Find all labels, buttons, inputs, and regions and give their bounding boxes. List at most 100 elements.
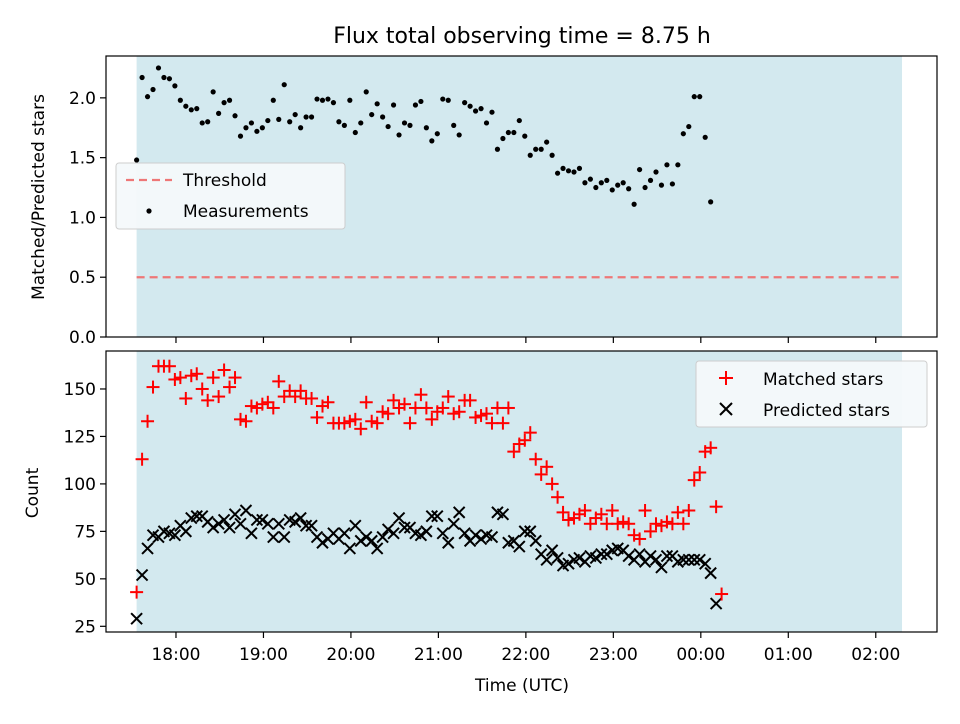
predicted-star-marker: [633, 547, 646, 561]
measurement-point: [194, 106, 200, 112]
count-y-tick-label: 25: [74, 617, 96, 637]
matched-star-marker: [184, 369, 198, 383]
measurement-point: [401, 120, 408, 126]
ratio-legend: Threshold Measurements: [115, 162, 346, 230]
measurement-point: [478, 106, 484, 112]
predicted-star-marker: [660, 549, 674, 563]
predicted-star-marker: [452, 506, 466, 519]
count-x-ticks: 18:00 19:00 20:00 21:00 22:00 23:00 00:00 01:00…: [151, 632, 900, 665]
matched-star-marker: [562, 513, 576, 527]
matched-star-marker: [507, 445, 521, 459]
matched-star-marker: [638, 503, 652, 517]
matched-star-marker: [556, 505, 570, 519]
measurement-point: [494, 146, 501, 152]
measurement-point: [254, 128, 260, 134]
predicted-star-marker: [425, 509, 439, 523]
matched-star-marker: [441, 390, 455, 404]
matched-star-marker: [294, 384, 308, 398]
predicted-star-marker: [442, 536, 455, 549]
matched-star-marker: [244, 399, 258, 413]
measurement-point: [434, 131, 440, 137]
measurement-point: [248, 120, 255, 126]
predicted-star-marker: [217, 513, 231, 527]
measurement-point: [314, 96, 320, 102]
matched-star-marker: [715, 587, 729, 601]
measurement-point: [276, 116, 282, 122]
matched-star-marker: [376, 405, 390, 419]
measurement-points: [134, 65, 714, 207]
measurement-point: [363, 89, 369, 95]
legend-predicted-swatch: [719, 402, 733, 416]
matched-star-marker: [387, 393, 401, 407]
matched-star-marker: [616, 515, 630, 529]
measurement-point: [647, 177, 654, 183]
measurement-point: [587, 176, 593, 182]
matched-star-marker: [266, 401, 280, 415]
predicted-star-marker: [228, 508, 242, 521]
ratio-y-tick-label: 1.5: [69, 149, 96, 169]
count-x-tick-label: 21:00: [414, 645, 463, 665]
ratio-y-tick-label: 1.0: [69, 208, 96, 228]
predicted-star-marker: [338, 527, 351, 540]
measurement-point: [407, 122, 413, 128]
measurement-point: [199, 120, 205, 126]
matched-star-marker: [370, 416, 384, 430]
measurement-point: [380, 114, 386, 120]
matched-star-marker: [261, 395, 275, 409]
measurement-point: [440, 96, 446, 102]
matched-star-marker: [321, 395, 335, 409]
measurement-point: [456, 132, 462, 138]
matched-star-marker: [195, 382, 209, 396]
matched-star-marker: [693, 466, 707, 480]
matched-star-marker: [425, 412, 439, 426]
matched-star-marker: [135, 452, 149, 466]
measurement-point: [653, 169, 659, 175]
measurement-point: [221, 100, 227, 106]
matched-star-marker: [233, 412, 247, 426]
measurement-point: [374, 101, 380, 107]
predicted-star-marker: [649, 553, 663, 567]
matched-star-marker: [201, 393, 215, 407]
predicted-star-marker: [239, 504, 253, 517]
count-x-tick-label: 23:00: [589, 645, 638, 665]
predicted-star-marker: [589, 551, 603, 565]
matched-star-marker: [168, 372, 182, 386]
matched-star-marker: [272, 374, 286, 388]
measurement-point: [336, 119, 342, 125]
measurement-point: [418, 98, 424, 105]
measurement-point: [281, 82, 287, 88]
predicted-star-marker: [299, 519, 313, 532]
measurement-point: [702, 134, 708, 140]
predicted-star-marker: [644, 549, 657, 563]
measurement-point: [369, 111, 375, 118]
legend-matched-label: Matched stars: [763, 370, 883, 390]
legend-measurement-label: Measurements: [183, 202, 309, 222]
matched-star-marker: [288, 390, 302, 404]
predicted-star-marker: [469, 528, 482, 542]
measurement-point: [451, 122, 457, 128]
measurement-point: [390, 102, 397, 108]
predicted-star-marker: [305, 519, 318, 532]
predicted-star-marker: [370, 542, 384, 555]
measurement-point: [708, 199, 714, 205]
measurement-point: [144, 94, 151, 100]
measurement-point: [631, 201, 637, 207]
predicted-star-marker: [381, 523, 395, 536]
measurement-point: [429, 138, 435, 144]
matched-star-marker: [283, 384, 297, 398]
count-y-tick-label: 125: [64, 427, 96, 447]
predicted-star-marker: [436, 527, 449, 540]
predicted-star-marker: [206, 521, 220, 534]
matched-star-marker: [676, 517, 690, 531]
measurement-point: [396, 132, 402, 138]
ratio-x-ticks: [175, 337, 877, 343]
predicted-star-markers: [130, 504, 723, 625]
matched-star-marker: [408, 401, 422, 415]
predicted-star-marker: [278, 530, 291, 544]
measurement-point: [615, 182, 621, 188]
measurement-point: [533, 146, 539, 152]
ratio-y-tick-label: 0.5: [69, 268, 96, 288]
count-axes-frame: [105, 350, 938, 633]
matched-star-marker: [671, 505, 685, 519]
